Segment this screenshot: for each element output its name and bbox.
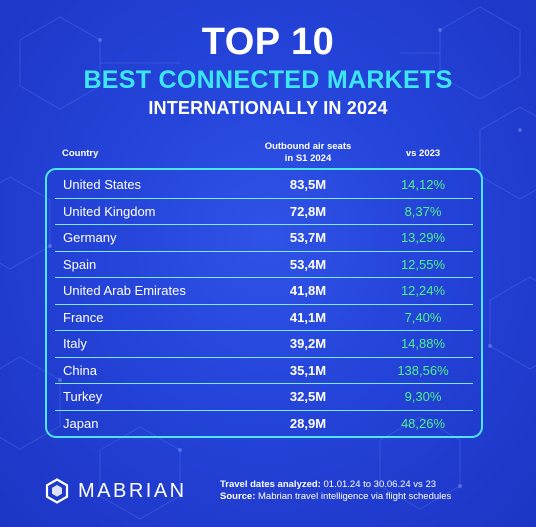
travel-dates-label: Travel dates analyzed: <box>220 479 321 490</box>
logo-wordmark: MABRIAN <box>78 480 187 502</box>
seats-cell: 41,8M <box>289 283 327 298</box>
column-header-seats-line1: Outbound air seats <box>264 141 352 152</box>
table-row: United Kingdom 72,8M 8,37% <box>55 199 473 225</box>
growth-cell: 12,24% <box>400 283 446 298</box>
growth-cell: 7,40% <box>404 309 442 325</box>
growth-cell: 14,88% <box>400 336 446 351</box>
table-row: United Arab Emirates 41,8M 12,24% <box>55 278 473 305</box>
footer-notes: Travel dates analyzed: 01.01.24 to 30.06… <box>220 479 451 503</box>
country-cell: Spain <box>63 256 97 272</box>
growth-cell: 9,30% <box>404 389 442 404</box>
table-frame <box>45 168 483 438</box>
growth-cell: 14,12% <box>400 177 446 192</box>
country-cell: United Arab Emirates <box>63 283 186 298</box>
seats-cell: 32,5M <box>289 389 327 404</box>
country-cell: China <box>63 362 97 378</box>
source-value: Mabrian travel intelligence via flight s… <box>255 491 452 502</box>
title-top-10: TOP 10 <box>201 21 335 63</box>
country-cell: United States <box>63 177 142 192</box>
column-header-outbound-seats: Outbound air seats in S1 2024 <box>248 141 368 165</box>
seats-cell: 41,1M <box>289 309 327 325</box>
country-cell: Italy <box>63 336 87 351</box>
source-line: Source: Mabrian travel intelligence via … <box>220 491 451 503</box>
seats-cell: 28,9M <box>289 415 327 431</box>
column-header-vs-2023: vs 2023 <box>405 148 441 159</box>
growth-cell: 12,55% <box>400 256 446 272</box>
travel-dates-line: Travel dates analyzed: 01.01.24 to 30.06… <box>220 479 451 491</box>
seats-cell: 72,8M <box>289 203 327 219</box>
growth-cell: 8,37% <box>404 203 442 219</box>
travel-dates-value: 01.01.24 to 30.06.24 vs 23 <box>320 479 437 490</box>
seats-cell: 53,4M <box>289 256 327 272</box>
growth-cell: 13,29% <box>400 230 446 245</box>
hexagon-logo-icon <box>45 478 69 504</box>
country-cell: Turkey <box>63 389 103 404</box>
country-cell: Germany <box>63 230 117 245</box>
title-internationally-2024: INTERNATIONALLY IN 2024 <box>148 98 388 118</box>
column-header-country: Country <box>62 148 99 159</box>
seats-cell: 39,2M <box>289 336 327 351</box>
table-row: Turkey 32,5M 9,30% <box>55 384 473 411</box>
table-row: Japan 28,9M 48,26% <box>55 411 473 438</box>
table-row: Spain 53,4M 12,55% <box>55 252 473 278</box>
table-row: Germany 53,7M 13,29% <box>55 225 473 252</box>
table-row: United States 83,5M 14,12% <box>55 172 473 199</box>
table-row: China 35,1M 138,56% <box>55 358 473 384</box>
growth-cell: 48,26% <box>400 415 446 431</box>
country-cell: Japan <box>63 415 99 431</box>
seats-cell: 53,7M <box>289 230 327 245</box>
table-row: France 41,1M 7,40% <box>55 305 473 331</box>
country-cell: United Kingdom <box>63 203 156 219</box>
title-best-connected-markets: BEST CONNECTED MARKETS <box>83 66 453 94</box>
table-row: Italy 39,2M 14,88% <box>55 331 473 358</box>
country-cell: France <box>63 309 104 325</box>
markets-table: United States 83,5M 14,12% United Kingdo… <box>55 172 473 437</box>
growth-cell: 138,56% <box>397 362 449 378</box>
seats-cell: 83,5M <box>289 177 327 192</box>
seats-cell: 35,1M <box>289 362 327 378</box>
source-label: Source: <box>220 491 256 502</box>
column-header-seats-line2: in S1 2024 <box>284 153 332 164</box>
